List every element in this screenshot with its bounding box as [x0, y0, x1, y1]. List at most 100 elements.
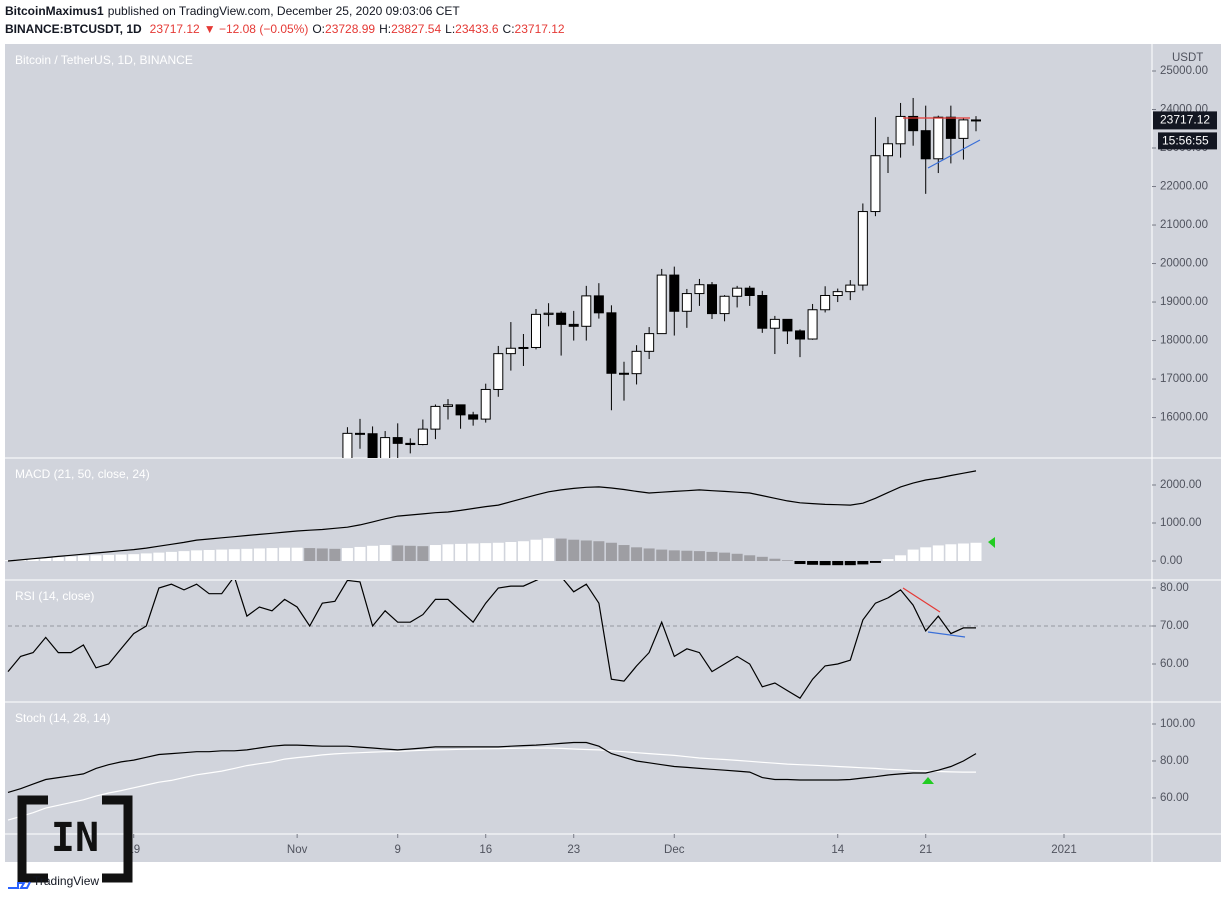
- stoch-arrow: [922, 777, 934, 784]
- candle-body: [857, 211, 868, 286]
- histogram-bar: [882, 559, 894, 561]
- macd-arrow: [988, 537, 995, 548]
- histogram-bar: [65, 556, 77, 561]
- y-tick-label: 80.00: [1160, 582, 1189, 594]
- histogram-bar: [253, 548, 265, 561]
- histogram-bar: [354, 546, 366, 561]
- macd-pane: [5, 470, 982, 566]
- histogram-bar: [417, 546, 429, 561]
- indicator-line: [7, 580, 976, 700]
- pane-title: Stoch (14, 28, 14): [15, 711, 110, 725]
- footer-text: TradingView: [33, 874, 99, 888]
- candle-body: [531, 313, 541, 348]
- c-value: 23717.12: [515, 22, 565, 36]
- y-tick-label: 80.00: [1160, 755, 1189, 767]
- histogram-bar: [869, 560, 881, 563]
- candle-body: [883, 143, 893, 157]
- candle-body: [480, 388, 491, 420]
- histogram-bar: [467, 543, 479, 561]
- c-label: C:: [503, 22, 515, 36]
- x-tick-label: 14: [831, 844, 844, 856]
- histogram-bar: [895, 555, 907, 561]
- histogram-bar: [706, 551, 718, 561]
- candle-body: [468, 414, 479, 420]
- y-tick-label: 25000.00: [1160, 65, 1208, 77]
- candle-body: [455, 404, 466, 416]
- y-tick-label: 1000.00: [1160, 517, 1202, 529]
- candle-body: [581, 295, 592, 327]
- histogram-bar: [555, 538, 567, 561]
- histogram-bar: [807, 560, 819, 565]
- pane-separators: [5, 44, 1221, 862]
- candle-body: [732, 287, 743, 297]
- candle-body: [556, 312, 567, 325]
- price-pane: [342, 97, 981, 458]
- histogram-bar: [329, 548, 341, 561]
- histogram-bar: [618, 545, 630, 561]
- histogram-bar: [781, 560, 793, 561]
- candle-body: [505, 347, 516, 355]
- histogram-bar: [580, 540, 592, 561]
- author: BitcoinMaximus1: [5, 4, 104, 18]
- h-label: H:: [379, 22, 391, 36]
- rsi-pane: [7, 580, 1152, 700]
- histogram-bar: [631, 547, 643, 561]
- histogram-bar: [731, 553, 743, 561]
- candle-body: [744, 287, 755, 296]
- candle-body: [895, 115, 906, 145]
- candle-body: [908, 115, 919, 132]
- histogram-bar: [241, 548, 253, 561]
- histogram-bar: [756, 556, 768, 561]
- y-tick-label: 22000.00: [1160, 181, 1208, 193]
- candle-body: [920, 130, 931, 160]
- rsi-trend-line: [902, 587, 941, 613]
- candle-body: [719, 295, 730, 315]
- histogram-bar: [216, 549, 228, 561]
- histogram-bar: [153, 552, 165, 561]
- chart-title: Bitcoin / TetherUS, 1D, BINANCE: [15, 53, 193, 67]
- y-tick-label: 17000.00: [1160, 373, 1208, 385]
- candle-body: [845, 284, 856, 293]
- histogram-bar: [681, 550, 693, 561]
- bracket: [17, 795, 48, 883]
- y-tick-label: 2000.00: [1160, 479, 1202, 491]
- y-tick-label: 16000.00: [1160, 412, 1208, 424]
- y-tick-label: 70.00: [1160, 620, 1189, 632]
- y-tick-label: 100.00: [1160, 718, 1195, 730]
- x-tick-label: Dec: [664, 844, 685, 856]
- x-tick-label: 9: [395, 844, 401, 856]
- histogram-bar: [140, 553, 152, 561]
- candle-body: [820, 294, 831, 311]
- histogram-bar: [367, 545, 379, 561]
- stoch-pane: [7, 741, 977, 821]
- candle-body: [380, 437, 391, 458]
- histogram-bar: [819, 560, 831, 566]
- histogram-bar: [203, 549, 215, 561]
- candle-body: [417, 428, 428, 446]
- o-value: 23728.99: [325, 22, 375, 36]
- candle-body: [971, 119, 981, 122]
- x-tick-label: Nov: [287, 844, 308, 856]
- candle-body: [757, 294, 768, 329]
- histogram-bar: [693, 551, 705, 561]
- candle-body: [392, 437, 403, 444]
- candle-body: [342, 432, 353, 458]
- candle-body: [694, 284, 705, 295]
- histogram-bar: [304, 548, 316, 561]
- candle-body: [606, 312, 617, 374]
- histogram-bar: [404, 545, 416, 561]
- histogram-bar: [455, 543, 467, 561]
- indicator-line: [7, 741, 977, 793]
- histogram-bar: [920, 547, 932, 561]
- o-label: O:: [312, 22, 325, 36]
- candle-body: [656, 274, 667, 335]
- countdown-box: [1158, 132, 1217, 150]
- candle-body: [405, 442, 416, 446]
- histogram-bar: [341, 548, 353, 561]
- candle-body: [355, 432, 365, 435]
- histogram-bar: [291, 547, 303, 561]
- y-tick-label: 18000.00: [1160, 335, 1208, 347]
- histogram-bar: [794, 560, 806, 565]
- histogram-bar: [945, 544, 957, 561]
- histogram-bar: [643, 548, 655, 561]
